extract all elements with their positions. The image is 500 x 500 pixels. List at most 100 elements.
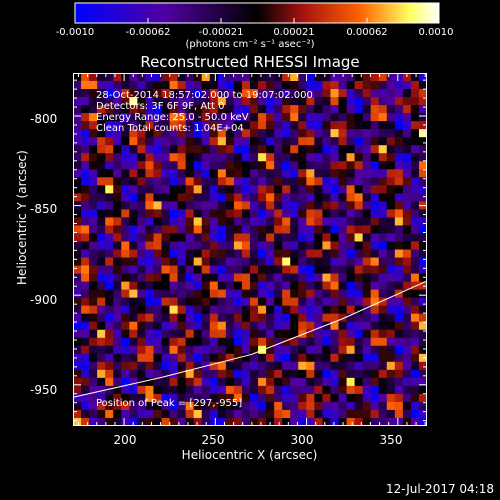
heatmap-cell — [185, 353, 195, 363]
heatmap-cell — [145, 361, 155, 371]
heatmap-cell — [121, 369, 130, 379]
heatmap-cell — [330, 297, 340, 307]
heatmap-cell — [306, 81, 315, 90]
heatmap-cell — [145, 169, 155, 178]
heatmap-cell — [89, 233, 98, 243]
heatmap-cell — [201, 257, 211, 267]
heatmap-cell — [225, 249, 235, 259]
heatmap-cell — [266, 249, 275, 259]
heatmap-cell — [161, 121, 171, 130]
heatmap-cell — [97, 121, 106, 130]
heatmap-cell — [185, 313, 195, 323]
heatmap-cell — [217, 161, 227, 170]
heatmap-cell — [145, 313, 155, 323]
heatmap-cell — [169, 417, 179, 426]
heatmap-cell — [241, 337, 251, 347]
heatmap-cell — [217, 137, 227, 146]
heatmap-cell — [177, 273, 187, 283]
heatmap-cell — [354, 201, 364, 210]
heatmap-cell — [338, 417, 348, 426]
heatmap-cell — [177, 177, 187, 186]
heatmap-cell — [217, 193, 227, 202]
heatmap-cell — [161, 353, 171, 363]
heatmap-cell — [314, 121, 324, 130]
heatmap-cell — [161, 409, 171, 419]
heatmap-cell — [185, 209, 195, 219]
heatmap-cell — [169, 153, 179, 162]
heatmap-cell — [298, 161, 307, 170]
heatmap-cell — [338, 121, 348, 130]
heatmap-cell — [121, 393, 130, 403]
heatmap-cell — [338, 145, 348, 154]
heatmap-cell — [266, 313, 275, 323]
heatmap-cell — [362, 273, 372, 283]
heatmap-cell — [298, 257, 307, 267]
heatmap-cell — [314, 129, 324, 138]
heatmap-cell — [370, 177, 380, 186]
heatmap-cell — [177, 281, 187, 291]
heatmap-cell — [386, 329, 396, 339]
heatmap-cell — [306, 241, 315, 251]
heatmap-cell — [274, 409, 283, 419]
heatmap-cell — [274, 369, 283, 379]
heatmap-cell — [169, 377, 179, 387]
heatmap-cell — [97, 233, 106, 243]
heatmap-cell — [193, 201, 203, 210]
heatmap-cell — [290, 313, 299, 323]
heatmap-cell — [153, 385, 163, 395]
heatmap-cell — [209, 393, 219, 403]
heatmap-cell — [161, 305, 171, 315]
heatmap-cell — [274, 81, 283, 90]
heatmap-cell — [298, 305, 307, 315]
heatmap-cell — [306, 177, 315, 186]
heatmap-cell — [282, 305, 291, 315]
heatmap-cell — [346, 89, 356, 98]
heatmap-cell — [282, 145, 291, 154]
heatmap-cell — [330, 313, 340, 323]
heatmap-cell — [370, 305, 380, 315]
heatmap-cell — [185, 329, 195, 339]
heatmap-cell — [370, 329, 380, 339]
heatmap-cell — [378, 321, 388, 331]
heatmap-cell — [193, 233, 203, 243]
y-tick-label: -900 — [30, 293, 58, 307]
heatmap-cell — [153, 393, 163, 403]
heatmap-cell — [266, 169, 275, 178]
heatmap-cell — [370, 249, 380, 259]
heatmap-cell — [394, 305, 404, 315]
heatmap-cell — [274, 145, 283, 154]
heatmap-cell — [193, 401, 203, 411]
heatmap-cell — [250, 345, 259, 355]
heatmap-cell — [153, 185, 163, 194]
heatmap-cell — [169, 89, 179, 98]
heatmap-cell — [314, 257, 324, 267]
heatmap-cell — [402, 217, 412, 227]
heatmap-cell — [145, 281, 155, 291]
heatmap-cell — [97, 153, 106, 162]
heatmap-cell — [225, 121, 235, 130]
heatmap-cell — [346, 145, 356, 154]
heatmap-cell — [330, 265, 340, 275]
heatmap-cell — [274, 281, 283, 291]
heatmap-cell — [129, 329, 138, 339]
heatmap-cell — [233, 289, 243, 299]
heatmap-cell — [97, 249, 106, 259]
heatmap-cell — [169, 289, 179, 299]
heatmap-cell — [298, 417, 307, 426]
heatmap-cell — [402, 377, 412, 387]
heatmap-cell — [322, 105, 332, 114]
heatmap-cell — [362, 305, 372, 315]
heatmap-cell — [145, 145, 155, 154]
heatmap-cell — [418, 185, 427, 194]
heatmap-cell — [370, 161, 380, 170]
heatmap-cell — [266, 201, 275, 210]
heatmap-cell — [250, 137, 259, 146]
heatmap-cell — [250, 81, 259, 90]
heatmap-cell — [129, 265, 138, 275]
heatmap-cell — [97, 393, 106, 403]
heatmap-cell — [322, 385, 332, 395]
heatmap-cell — [177, 129, 187, 138]
heatmap-cell — [250, 257, 259, 267]
heatmap-cell — [225, 329, 235, 339]
heatmap-cell — [330, 417, 340, 426]
